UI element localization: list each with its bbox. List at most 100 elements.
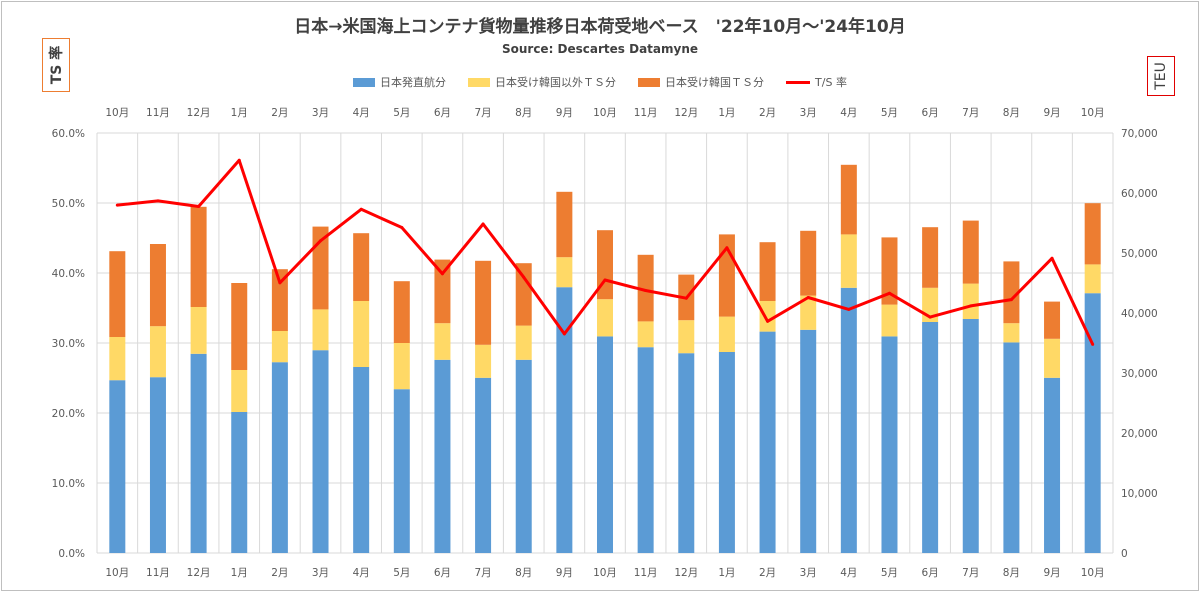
bar-korea-ts — [1084, 203, 1101, 265]
bar-other-ts — [759, 301, 776, 332]
x-bottom-tick-label: 10月 — [1081, 567, 1105, 579]
bar-other-ts — [962, 283, 979, 319]
chart-title: 日本→米国海上コンテナ貨物量推移日本荷受地ベース '22年10月～'24年10月 — [294, 17, 906, 37]
legend-swatch-ts-rate — [786, 80, 811, 84]
x-bottom-tick-label: 6月 — [434, 567, 451, 579]
x-bottom-tick-label: 7月 — [474, 567, 491, 579]
bar-direct — [434, 359, 451, 553]
x-top-tick-label: 9月 — [1043, 107, 1060, 119]
bar-korea-ts — [353, 233, 370, 301]
x-top-tick-label: 12月 — [674, 107, 698, 119]
x-top-tick-label: 9月 — [556, 107, 573, 119]
x-bottom-tick-label: 11月 — [146, 567, 170, 579]
legend-label-other-ts: 日本受け韓国以外ＴＳ分 — [495, 76, 617, 89]
point-ts-rate — [1050, 256, 1054, 260]
bar-korea-ts — [840, 164, 857, 235]
bar-korea-ts — [922, 227, 939, 288]
y-right-tick-label: 0 — [1121, 548, 1128, 560]
bar-direct — [556, 287, 573, 553]
bar-other-ts — [881, 304, 898, 337]
bar-other-ts — [678, 320, 695, 354]
point-ts-rate — [644, 289, 648, 292]
bar-direct — [718, 352, 735, 553]
bar-direct — [597, 336, 613, 553]
bar-other-ts — [231, 370, 248, 412]
bar-other-ts — [271, 331, 288, 363]
point-ts-rate — [887, 291, 891, 295]
legend-swatch-other-ts — [468, 77, 491, 87]
bar-korea-ts — [800, 230, 817, 296]
y-right-tick-label: 50,000 — [1121, 248, 1158, 260]
x-top-tick-label: 6月 — [922, 107, 939, 119]
bar-direct — [1003, 342, 1020, 553]
legend-label-ts-rate: T/S 率 — [815, 76, 847, 89]
bar-direct — [678, 353, 695, 553]
bar-other-ts — [637, 321, 654, 348]
y-right-tick-label: 30,000 — [1121, 368, 1158, 380]
x-bottom-tick-label: 12月 — [674, 567, 698, 579]
point-ts-rate — [766, 319, 770, 323]
bar-direct — [840, 287, 857, 553]
bar-korea-ts — [759, 242, 776, 301]
bar-other-ts — [109, 337, 126, 381]
bar-other-ts — [718, 316, 735, 352]
bar-direct — [149, 377, 166, 553]
bar-korea-ts — [231, 283, 248, 370]
bar-korea-ts — [881, 237, 898, 305]
y-left-tick-label: 30.0% — [52, 338, 85, 350]
x-bottom-tick-label: 10月 — [593, 567, 617, 579]
point-ts-rate — [969, 304, 973, 308]
legend-label-direct: 日本発直航分 — [380, 76, 447, 89]
bar-other-ts — [1044, 338, 1061, 378]
point-ts-rate — [197, 205, 201, 208]
bar-direct — [475, 377, 492, 553]
bar-direct — [353, 367, 370, 553]
bar-korea-ts — [109, 251, 126, 337]
point-ts-rate — [400, 226, 404, 229]
bar-korea-ts — [271, 269, 288, 331]
point-ts-rate — [684, 296, 688, 300]
legend-item-ts-rate: T/S 率 — [786, 74, 847, 90]
bar-korea-ts — [556, 191, 573, 258]
x-top-tick-label: 4月 — [840, 107, 857, 119]
bar-other-ts — [1003, 323, 1020, 343]
bar-direct — [231, 412, 248, 553]
y-right-tick-label: 40,000 — [1121, 308, 1158, 320]
y-right-tick-label: 20,000 — [1121, 428, 1158, 440]
y-right-tick-label: 10,000 — [1121, 488, 1158, 500]
bar-direct — [637, 347, 654, 553]
x-top-tick-label: 7月 — [962, 107, 979, 119]
bar-korea-ts — [1044, 301, 1061, 339]
y-left-tick-label: 50.0% — [52, 198, 85, 210]
bar-other-ts — [800, 295, 817, 330]
bar-other-ts — [190, 307, 207, 354]
x-bottom-tick-label: 1月 — [718, 567, 735, 579]
bar-other-ts — [434, 323, 451, 360]
x-top-tick-label: 5月 — [393, 107, 410, 119]
bar-direct — [190, 353, 207, 553]
legend-item-korea-ts: 日本受け韓国ＴＳ分 — [638, 74, 764, 90]
bar-korea-ts — [515, 263, 532, 326]
x-top-tick-label: 11月 — [146, 107, 170, 119]
bar-direct — [922, 322, 939, 553]
y-left-tick-label: 20.0% — [52, 408, 85, 420]
x-top-tick-label: 1月 — [718, 107, 735, 119]
x-bottom-tick-label: 1月 — [231, 567, 248, 579]
legend-swatch-korea-ts — [638, 77, 661, 87]
bar-direct — [393, 389, 410, 553]
bar-direct — [515, 359, 532, 553]
bar-korea-ts — [312, 226, 329, 310]
x-bottom-tick-label: 6月 — [922, 567, 939, 579]
x-top-tick-label: 3月 — [312, 107, 329, 119]
x-top-tick-label: 2月 — [759, 107, 776, 119]
point-ts-rate — [725, 246, 729, 250]
bar-direct — [881, 336, 898, 553]
x-top-tick-label: 11月 — [634, 107, 658, 119]
bar-korea-ts — [393, 281, 410, 343]
x-top-tick-label: 10月 — [105, 107, 129, 119]
point-ts-rate — [440, 272, 444, 276]
x-bottom-tick-label: 9月 — [556, 567, 573, 579]
legend-item-other-ts: 日本受け韓国以外ＴＳ分 — [468, 74, 616, 90]
x-bottom-tick-label: 2月 — [759, 567, 776, 579]
